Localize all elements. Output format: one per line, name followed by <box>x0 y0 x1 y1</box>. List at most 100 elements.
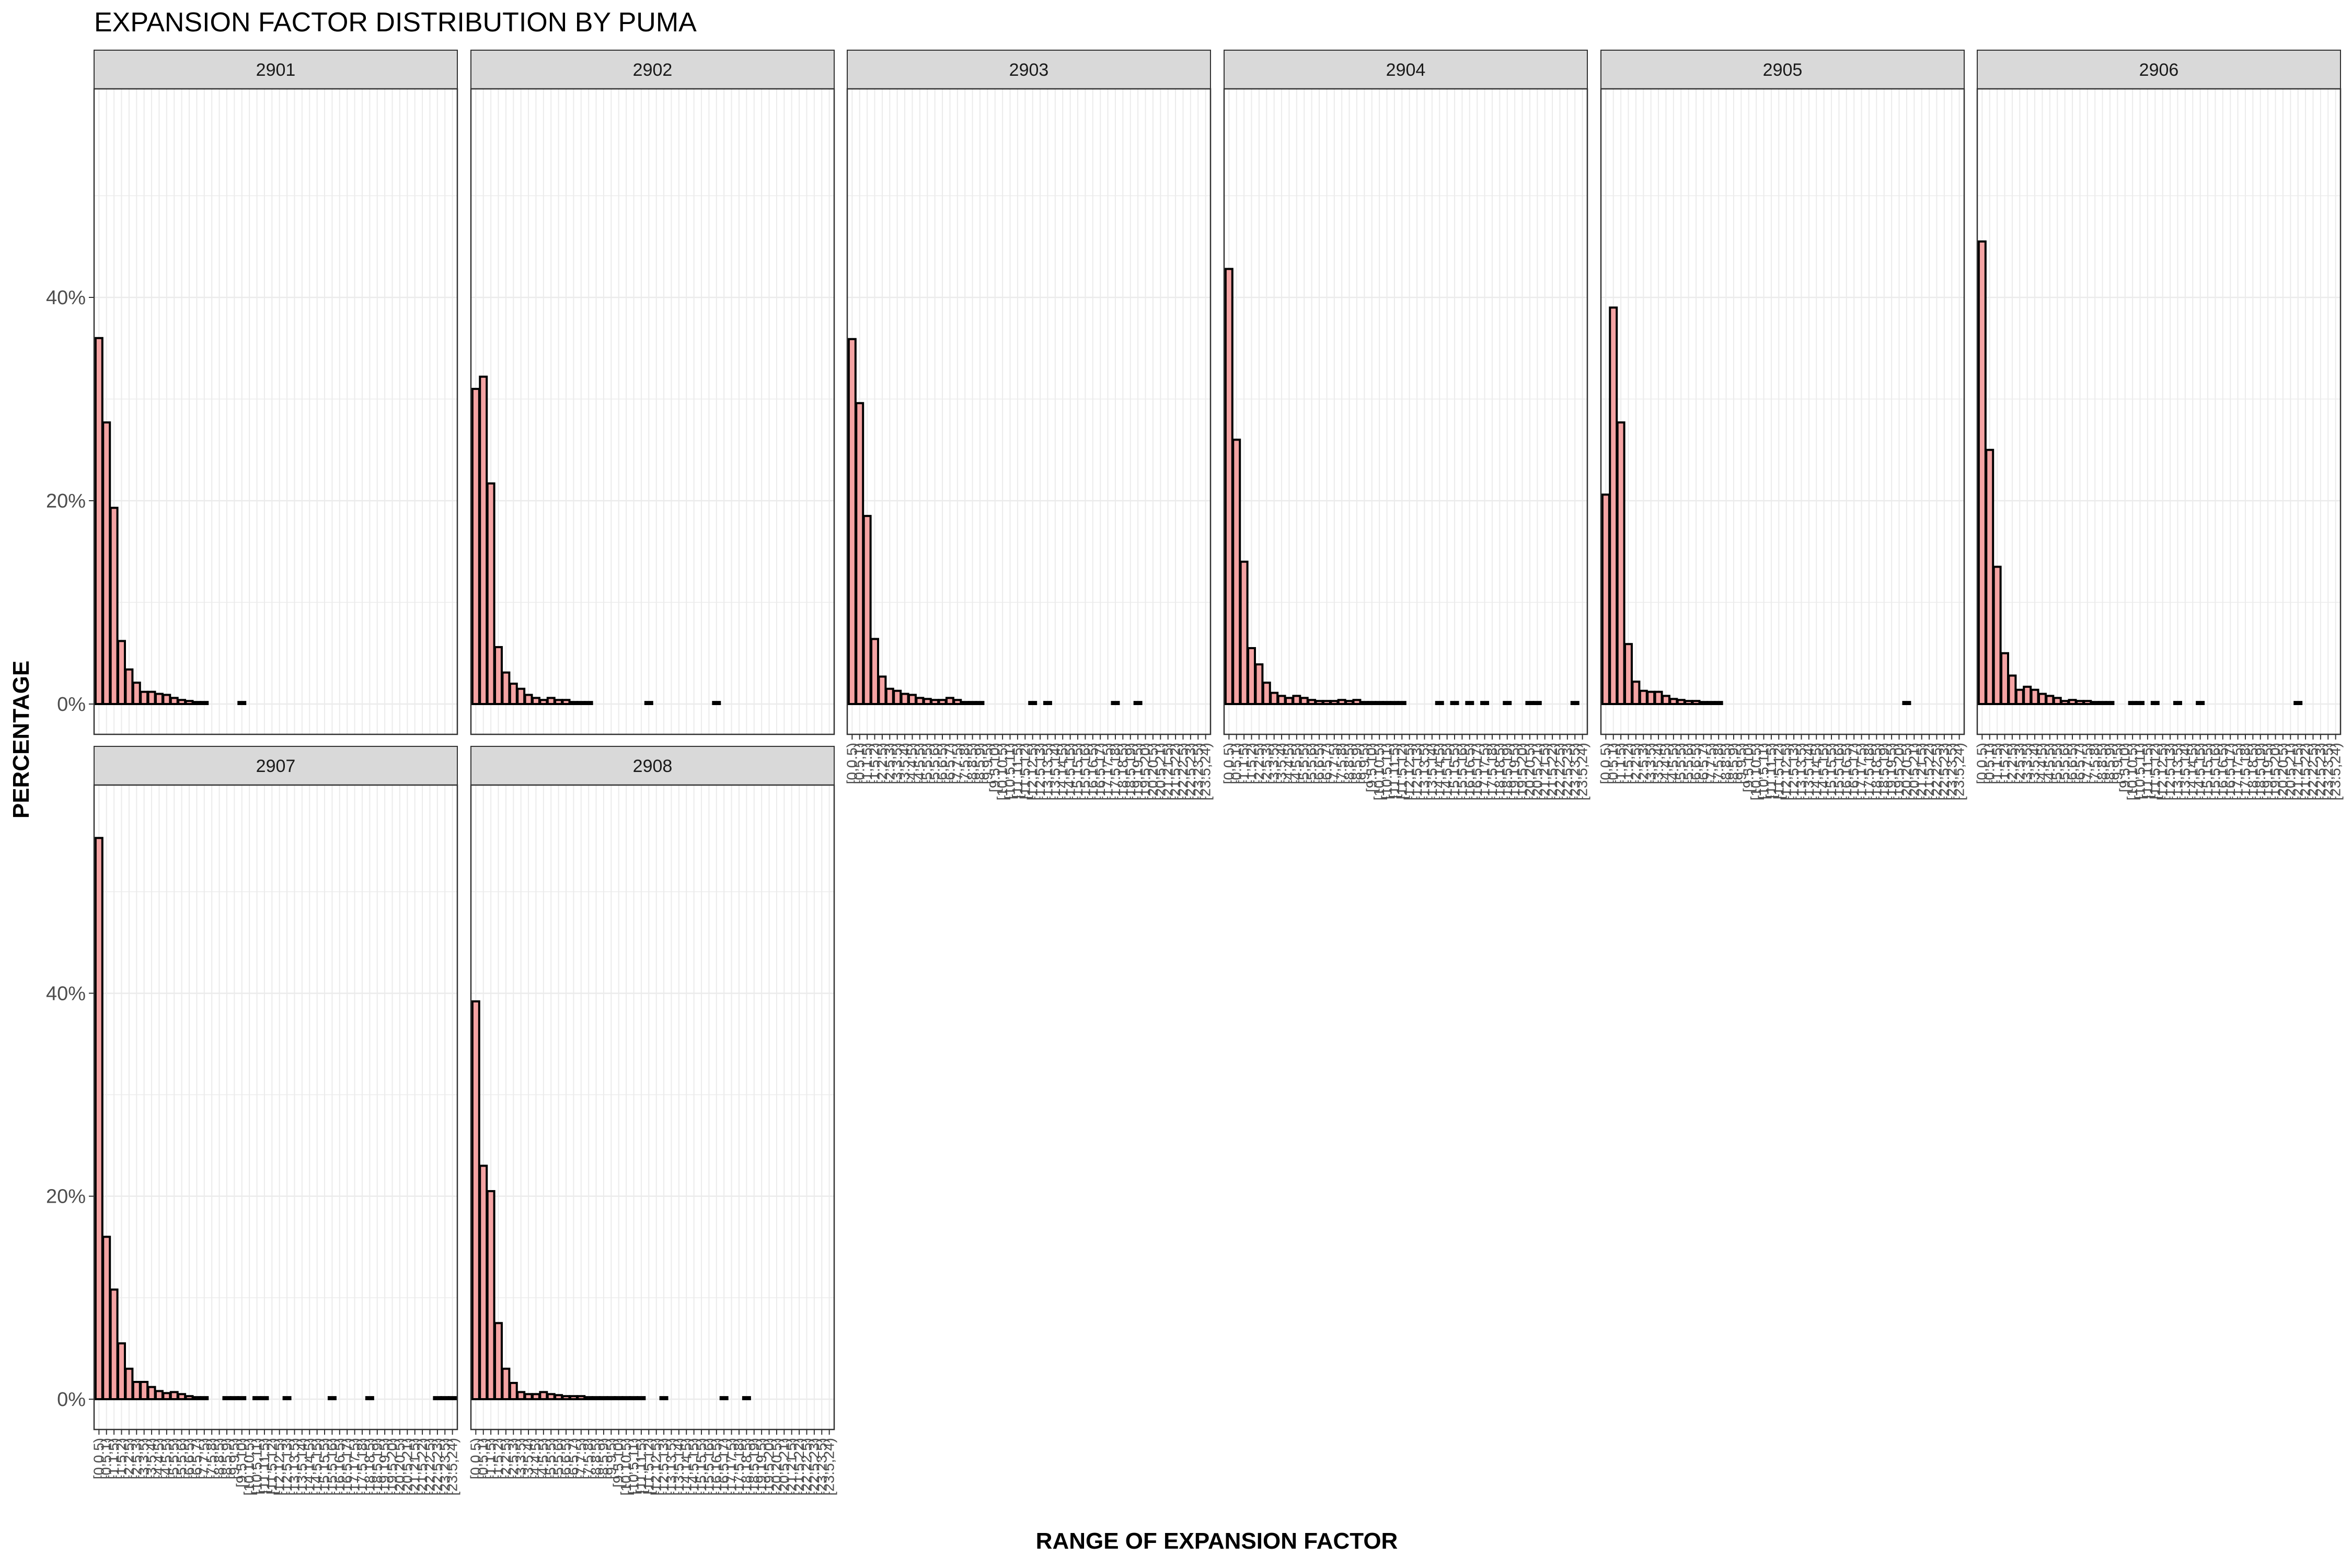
x-tick-label: [20,20.5) <box>391 1438 408 1496</box>
x-tick-label: [4,4.5) <box>527 1438 544 1479</box>
bar <box>1624 643 1633 705</box>
bar <box>2098 701 2107 705</box>
bar <box>742 1396 751 1401</box>
x-tick-label: [21,21.5) <box>783 1438 800 1496</box>
panel-grid <box>471 89 834 734</box>
x-tick-label: [8,8.5) <box>1718 743 1734 784</box>
bar <box>719 1396 729 1401</box>
x-tick-label: [17.5,18) <box>1107 743 1123 801</box>
bar <box>1330 700 1339 706</box>
bar <box>102 421 111 705</box>
bar <box>147 690 156 706</box>
bar <box>2015 688 2024 706</box>
x-tick-label: [18.5,19) <box>1499 743 1515 801</box>
bar <box>1028 701 1037 705</box>
bar <box>471 1000 480 1401</box>
bar <box>2060 700 2070 706</box>
bar <box>1977 240 1987 705</box>
bar <box>124 668 134 705</box>
bar <box>154 1390 164 1400</box>
x-tick-label: [14.5,15) <box>309 1438 325 1496</box>
panel-border <box>93 88 458 735</box>
bar <box>109 506 119 705</box>
x-tick-label: [7,7.5) <box>949 743 965 784</box>
x-tick-label: [18.5,19) <box>2252 743 2268 801</box>
facet-strip-label: 2908 <box>633 756 673 776</box>
x-tick-label: [4,4.5) <box>151 1438 167 1479</box>
x-tick-label: [4.5,5) <box>535 1438 551 1479</box>
x-tick-label: [15.5,16) <box>700 1438 717 1496</box>
x-tick-label: [7.5,8) <box>1333 743 1350 784</box>
bars-2906 <box>1977 240 2303 706</box>
x-tick-label: [4,4.5) <box>2034 743 2050 784</box>
bar <box>1382 701 1392 705</box>
x-tick-label: [2.5,3) <box>881 743 897 784</box>
x-tick-label: [12,12.5) <box>1778 743 1794 801</box>
x-tick-label: [9.5,10) <box>1740 743 1757 792</box>
x-tick-label: [2,2.5) <box>121 1438 137 1479</box>
bar <box>546 1393 556 1401</box>
bar <box>192 701 201 705</box>
x-tick-label: [22.5,23) <box>1936 743 1952 801</box>
x-tick-label: [15.5,16) <box>1454 743 1470 801</box>
x-tick-label: [3,3.5) <box>136 1438 152 1479</box>
x-tick-label: [17.5,18) <box>731 1438 747 1496</box>
x-tick-label: [15,15.5) <box>1823 743 1839 801</box>
x-tick-label: [17,17.5) <box>723 1438 740 1496</box>
x-tick-label: [0.5,1) <box>475 1438 491 1479</box>
bar <box>577 701 586 705</box>
bar <box>1322 700 1331 706</box>
x-tick-label: [20,20.5) <box>1145 743 1161 801</box>
x-tick-label: [12.5,13) <box>1785 743 1802 801</box>
x-tick-label: [0.5,1) <box>1228 743 1244 784</box>
x-tick-label: [20,20.5) <box>1521 743 1538 801</box>
x-tick-label: [7.5,8) <box>956 743 973 784</box>
bar <box>1669 698 1678 706</box>
x-tick-label: [6.5,7) <box>941 743 958 784</box>
bar <box>1646 690 1656 706</box>
facet-strip <box>1600 50 1965 89</box>
x-tick-label: [4,4.5) <box>1657 743 1674 784</box>
bar <box>494 1322 503 1400</box>
x-tick-label: [5.5,6) <box>927 743 943 784</box>
facet-strip-label: 2907 <box>256 756 296 776</box>
x-tick-label: [21.5,22) <box>1921 743 1937 801</box>
panel-background <box>1224 89 1587 734</box>
x-tick-label: [7,7.5) <box>196 1438 212 1479</box>
bar <box>229 1396 239 1401</box>
bars-2905 <box>1601 306 1911 706</box>
bar <box>222 1396 232 1401</box>
x-tick-label: [12.5,13) <box>279 1438 295 1496</box>
bar <box>2053 697 2062 705</box>
x-tick-label: [9,9.5) <box>226 1438 242 1479</box>
bar <box>433 1396 442 1401</box>
bar <box>629 1396 639 1401</box>
x-tick-label: [10.5,11) <box>1756 743 1772 799</box>
facet-strip-label: 2905 <box>1763 60 1803 80</box>
x-tick-label: [21,21.5) <box>1160 743 1176 801</box>
x-tick-label: [16.5,17) <box>339 1438 355 1496</box>
bar <box>2293 701 2303 705</box>
x-tick-label: [13.5,14) <box>1801 743 1817 801</box>
x-tick-label: [18,18.5) <box>2244 743 2261 801</box>
x-tick-label: [21.5,22) <box>791 1438 807 1496</box>
x-tick-label: [11.5,12) <box>2147 743 2163 799</box>
bars-2903 <box>847 338 1143 706</box>
x-tick-label: [22,22.5) <box>798 1438 814 1496</box>
bars-2901 <box>94 337 247 706</box>
bar <box>154 693 164 706</box>
x-tick-label: [11,11.5) <box>1386 743 1402 798</box>
x-tick-label: [10.5,11) <box>626 1438 642 1494</box>
panel-border <box>470 88 835 735</box>
x-tick-label: [1,1.5) <box>1989 743 2005 784</box>
bar <box>169 697 179 705</box>
bar <box>885 687 894 705</box>
bar <box>569 701 578 705</box>
bar <box>915 697 925 705</box>
bar <box>953 699 962 705</box>
bar <box>1239 560 1249 705</box>
x-tick-label: [19.5,20) <box>384 1438 400 1496</box>
x-tick-label: [23,23.5) <box>1943 743 1959 801</box>
x-tick-label: [21.5,22) <box>2297 743 2313 801</box>
bar <box>561 699 571 705</box>
